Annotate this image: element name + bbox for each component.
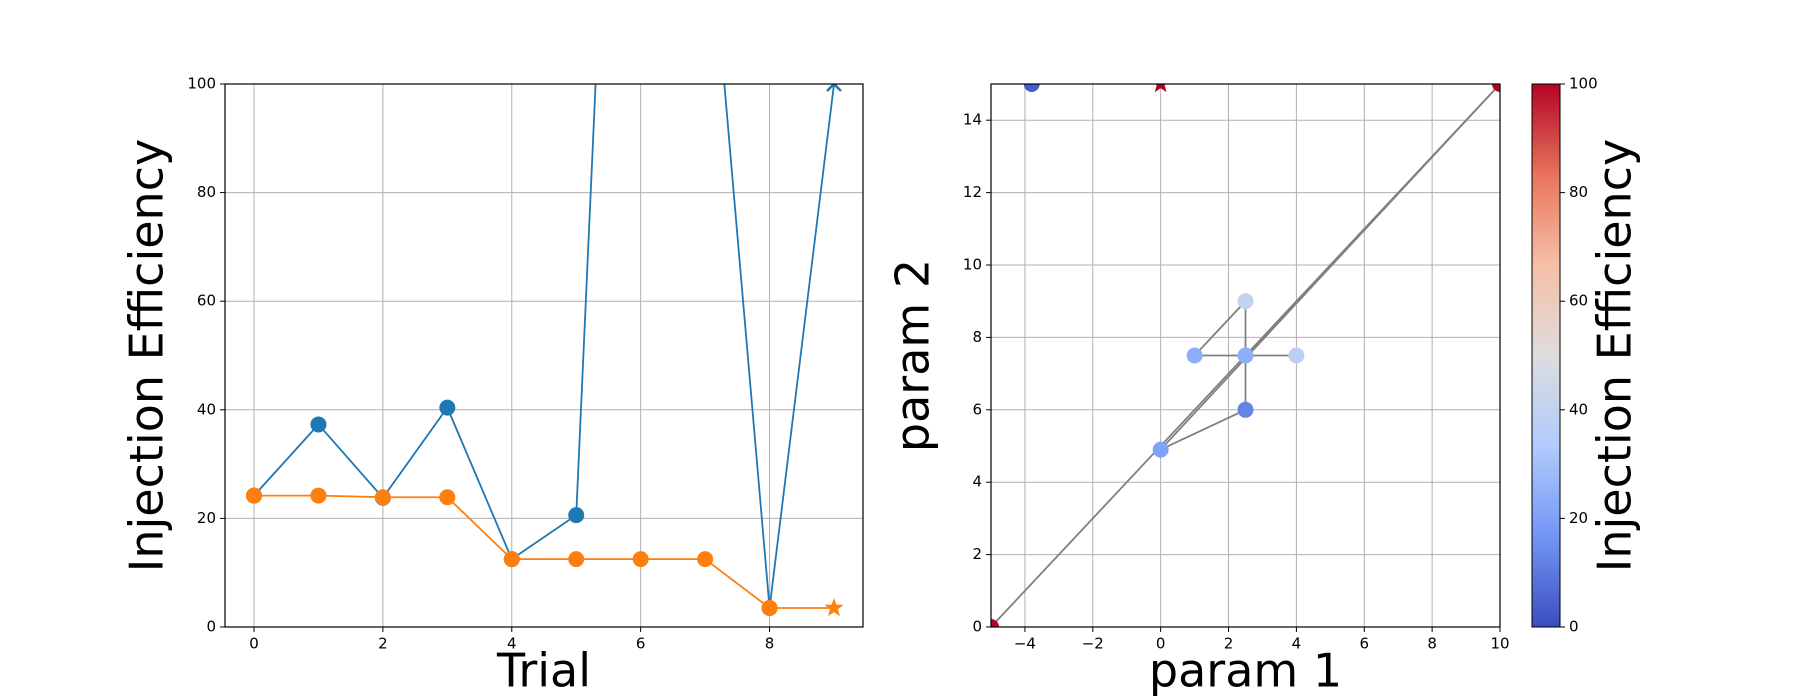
colorbar-tick-label: 80: [1569, 183, 1588, 201]
marker: [374, 489, 391, 506]
marker: [1023, 84, 1040, 92]
x-tick-label: 0: [249, 635, 259, 653]
marker: [1152, 441, 1169, 458]
marker: [246, 487, 262, 504]
y-tick-label: 0: [206, 618, 216, 636]
x-tick-label: 4: [1292, 635, 1302, 653]
marker: [991, 619, 999, 627]
marker: [632, 551, 649, 568]
marker: [439, 489, 456, 506]
y-tick-label: 20: [197, 509, 216, 527]
y-tick-label: 12: [963, 183, 982, 201]
marker: [697, 551, 714, 568]
marker-star: [1154, 84, 1167, 93]
axes-frame: [224, 83, 864, 628]
x-tick-label: 8: [765, 635, 775, 653]
colorbar-tick-label: 0: [1569, 618, 1579, 636]
x-tick-label: 6: [1359, 635, 1369, 653]
colorbar-tick-label: 100: [1569, 75, 1598, 93]
y-axis-label: param 2: [886, 259, 940, 452]
x-tick-label: −4: [1014, 635, 1036, 653]
plot-area: [246, 84, 844, 617]
marker: [439, 399, 456, 416]
x-axis-label: Trial: [496, 644, 591, 698]
marker: [1237, 293, 1254, 310]
y-tick-label: 0: [972, 618, 982, 636]
series-line: [254, 494, 834, 609]
x-tick-label: −2: [1082, 635, 1104, 653]
y-tick-label: 8: [972, 328, 982, 346]
marker: [1186, 347, 1203, 364]
y-tick-label: 10: [963, 256, 982, 274]
marker: [503, 551, 520, 568]
marker: [310, 416, 327, 433]
y-tick-label: 100: [187, 75, 216, 93]
x-tick-label: 4: [507, 635, 517, 653]
y-tick-label: 40: [197, 400, 216, 418]
marker: [1492, 84, 1500, 92]
y-tick-label: 80: [197, 183, 216, 201]
x-tick-label: 0: [1156, 635, 1166, 653]
colorbar: [1531, 83, 1561, 628]
marker: [310, 487, 327, 504]
x-tick-label: 6: [636, 635, 646, 653]
marker: [568, 507, 585, 524]
marker: [1237, 347, 1254, 364]
colorbar-tick-label: 60: [1569, 292, 1588, 310]
marker-x: [826, 84, 842, 92]
y-tick-label: 2: [972, 545, 982, 563]
colorbar-tick-label: 20: [1569, 509, 1588, 527]
y-tick-label: 60: [197, 292, 216, 310]
y-tick-label: 14: [963, 111, 982, 129]
marker-star: [824, 597, 844, 617]
colorbar-label: Injection Efficiency: [1588, 139, 1642, 572]
x-axis-label: param 1: [1149, 644, 1342, 698]
plot-area: [991, 84, 1500, 627]
x-tick-label: 2: [1224, 635, 1234, 653]
x-tick-label: 2: [378, 635, 388, 653]
x-tick-label: 8: [1427, 635, 1437, 653]
marker: [568, 551, 585, 568]
series-line: [253, 84, 835, 609]
marker: [1237, 401, 1254, 418]
marker: [1288, 347, 1305, 364]
y-tick-label: 6: [972, 400, 982, 418]
colorbar-tick-label: 40: [1569, 400, 1588, 418]
axes-frame: [990, 83, 1501, 628]
x-tick-label: 10: [1490, 635, 1509, 653]
y-axis-label: Injection Efficiency: [120, 139, 174, 572]
y-tick-label: 4: [972, 473, 982, 491]
marker: [761, 599, 778, 616]
